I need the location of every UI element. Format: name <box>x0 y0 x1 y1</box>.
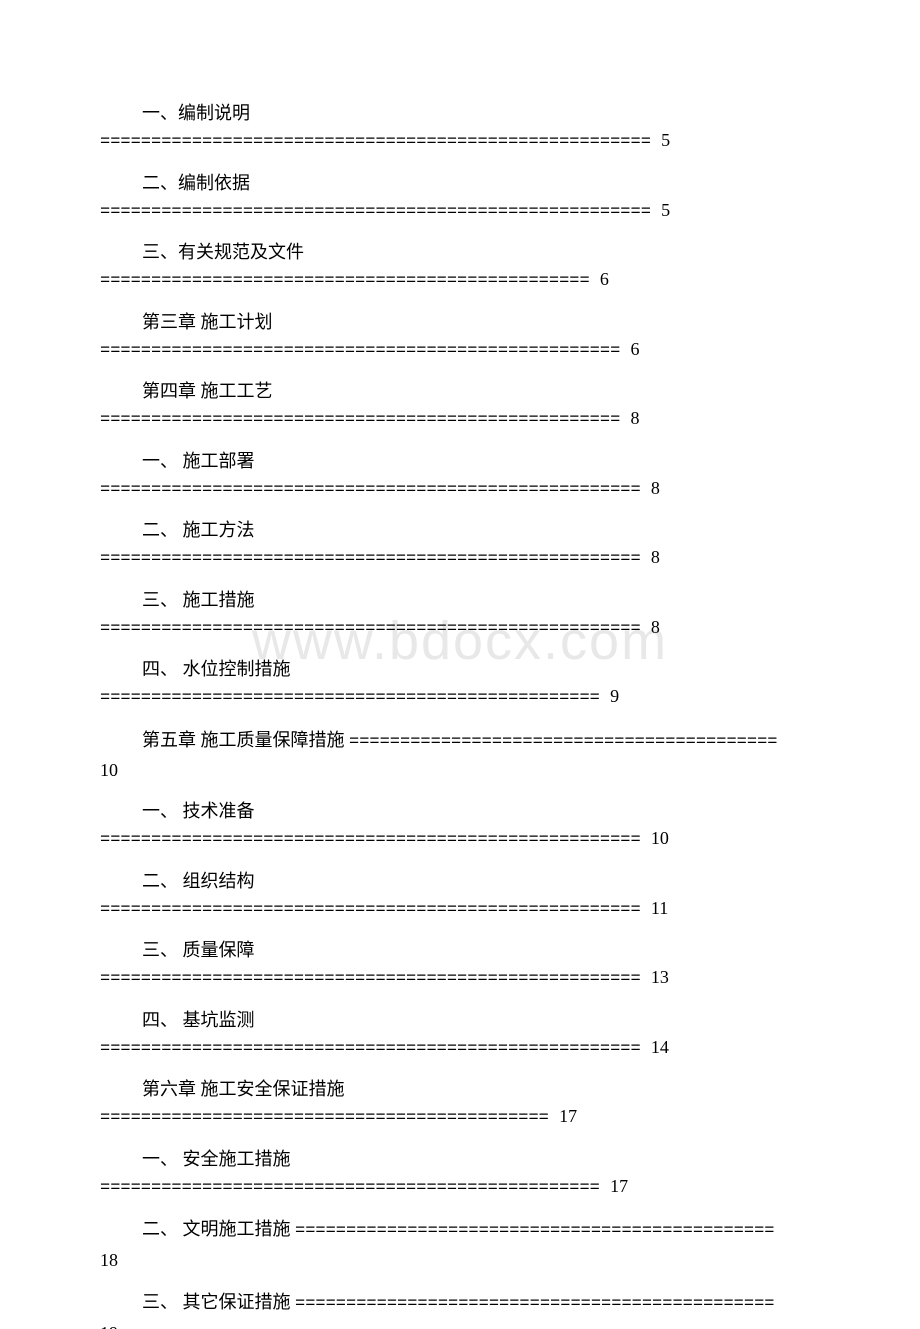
toc-title: 一、 安全施工措施 <box>100 1146 820 1173</box>
toc-entry: 一、 技术准备=================================… <box>100 798 820 854</box>
toc-page-number: 8 <box>651 547 660 567</box>
toc-page-number: 5 <box>661 130 670 150</box>
toc-leader: ========================================… <box>100 1173 820 1202</box>
toc-entry: 四、 基坑监测=================================… <box>100 1007 820 1063</box>
toc-title: 第四章 施工工艺 <box>100 378 820 405</box>
toc-page-number: 6 <box>631 339 640 359</box>
toc-page-number: 18 <box>100 1246 820 1275</box>
toc-leader: ========================================… <box>100 544 820 573</box>
toc-page-number: 10 <box>100 756 820 785</box>
toc-entry: 三、有关规范及文件===============================… <box>100 239 820 295</box>
toc-leader: ========================================… <box>100 964 820 993</box>
toc-page-number: 13 <box>651 967 669 987</box>
toc-entry: 三、 其它保证措施 ==============================… <box>100 1288 820 1329</box>
toc-title: 二、 文明施工措施 <box>100 1219 291 1239</box>
toc-leader: ========================================… <box>100 895 820 924</box>
toc-container: 一、编制说明==================================… <box>0 100 920 1329</box>
toc-page-number: 17 <box>559 1106 577 1126</box>
toc-leader: ========================================… <box>100 825 820 854</box>
toc-title: 二、 组织结构 <box>100 868 820 895</box>
toc-entry: 第五章 施工质量保障措施 ===========================… <box>100 726 820 785</box>
toc-title: 四、 基坑监测 <box>100 1007 820 1034</box>
toc-leader: ========================================… <box>100 683 820 712</box>
toc-title: 二、编制依据 <box>100 170 820 197</box>
toc-page-number: 6 <box>600 269 609 289</box>
toc-leader: ========================================… <box>295 1295 774 1314</box>
toc-page-number: 14 <box>651 1037 669 1057</box>
toc-page-number: 19 <box>100 1319 820 1329</box>
toc-title: 第五章 施工质量保障措施 <box>100 730 345 750</box>
toc-entry: 一、编制说明==================================… <box>100 100 820 156</box>
toc-leader: ========================================… <box>100 475 820 504</box>
toc-page-number: 11 <box>651 898 668 918</box>
toc-leader: ========================================… <box>100 127 820 156</box>
toc-leader: ========================================… <box>100 405 820 434</box>
toc-leader: ========================================… <box>100 1103 820 1132</box>
toc-leader: ========================================… <box>100 336 820 365</box>
toc-leader: ========================================… <box>349 733 777 752</box>
toc-title: 二、 施工方法 <box>100 517 820 544</box>
toc-entry: 三、 质量保障=================================… <box>100 937 820 993</box>
toc-title: 一、 施工部署 <box>100 448 820 475</box>
toc-title: 一、编制说明 <box>100 100 820 127</box>
toc-leader: ========================================… <box>100 197 820 226</box>
toc-leader: ========================================… <box>100 1034 820 1063</box>
toc-page-number: 8 <box>631 408 640 428</box>
toc-title: 三、 施工措施 <box>100 587 820 614</box>
toc-page-number: 17 <box>610 1176 628 1196</box>
toc-title: 四、 水位控制措施 <box>100 656 820 683</box>
toc-entry: 二、 组织结构=================================… <box>100 868 820 924</box>
toc-title: 第三章 施工计划 <box>100 309 820 336</box>
toc-title: 一、 技术准备 <box>100 798 820 825</box>
toc-leader: ========================================… <box>100 614 820 643</box>
toc-page-number: 8 <box>651 478 660 498</box>
toc-page-number: 9 <box>610 686 619 706</box>
toc-title: 三、有关规范及文件 <box>100 239 820 266</box>
toc-page-number: 10 <box>651 828 669 848</box>
toc-entry: 二、编制依据==================================… <box>100 170 820 226</box>
toc-entry: 一、 施工部署=================================… <box>100 448 820 504</box>
toc-title: 三、 其它保证措施 <box>100 1292 291 1312</box>
toc-entry: 第三章 施工计划================================… <box>100 309 820 365</box>
toc-title: 三、 质量保障 <box>100 937 820 964</box>
toc-entry: 二、 施工方法=================================… <box>100 517 820 573</box>
toc-entry: 三、 施工措施=================================… <box>100 587 820 643</box>
toc-entry: 第四章 施工工艺================================… <box>100 378 820 434</box>
toc-title: 第六章 施工安全保证措施 <box>100 1076 820 1103</box>
toc-leader: ========================================… <box>295 1222 774 1241</box>
toc-entry: 二、 文明施工措施 ==============================… <box>100 1215 820 1274</box>
toc-entry: 四、 水位控制措施===============================… <box>100 656 820 712</box>
toc-leader: ========================================… <box>100 266 820 295</box>
toc-entry: 一、 安全施工措施===============================… <box>100 1146 820 1202</box>
toc-page-number: 8 <box>651 617 660 637</box>
toc-entry: 第六章 施工安全保证措施============================… <box>100 1076 820 1132</box>
toc-page-number: 5 <box>661 200 670 220</box>
